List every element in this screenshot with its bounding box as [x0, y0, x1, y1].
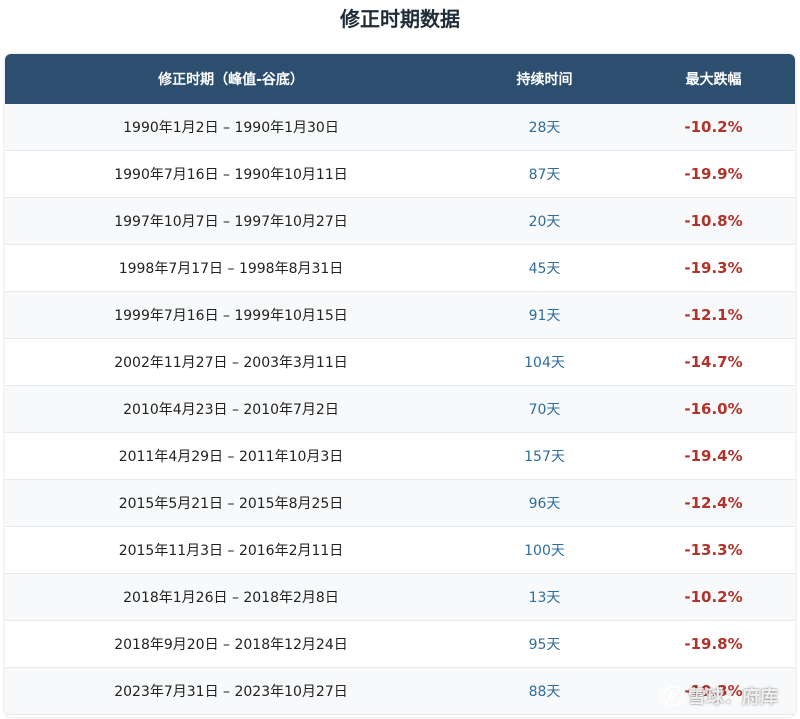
table-row: 2002年11月27日 – 2003年3月11日 104天 -14.7% — [5, 339, 795, 386]
cell-duration: 100天 — [524, 543, 565, 559]
cell-drawdown: -16.0% — [684, 400, 743, 418]
table-row: 1990年1月2日 – 1990年1月30日 28天 -10.2% — [5, 104, 795, 151]
cell-period: 2015年11月3日 – 2016年2月11日 — [118, 543, 344, 559]
cell-duration: 157天 — [524, 449, 565, 465]
cell-drawdown: -19.9% — [684, 165, 743, 183]
table-row: 1999年7月16日 – 1999年10月15日 91天 -12.1% — [5, 292, 795, 339]
cell-period: 2002年11月27日 – 2003年3月11日 — [114, 355, 348, 371]
cell-duration: 28天 — [528, 120, 561, 136]
table-row: 2015年5月21日 – 2015年8月25日 96天 -12.4% — [5, 480, 795, 527]
correction-table: 修正时期（峰值-谷底） 持续时间 最大跌幅 1990年1月2日 – 1990年1… — [5, 54, 795, 717]
cell-duration: 45天 — [528, 261, 561, 277]
cell-period: 2023年7月31日 – 2023年10月27日 — [114, 684, 348, 700]
header-period: 修正时期（峰值-谷底） — [158, 72, 304, 88]
cell-duration: 96天 — [528, 496, 561, 512]
watermark: 雪球：府库 — [662, 683, 778, 709]
cell-drawdown: -19.4% — [684, 447, 743, 465]
cell-duration: 87天 — [528, 167, 561, 183]
cell-period: 2018年9月20日 – 2018年12月24日 — [114, 637, 348, 653]
cell-period: 1990年1月2日 – 1990年1月30日 — [123, 120, 339, 136]
header-duration: 持续时间 — [516, 72, 573, 88]
table-row: 1998年7月17日 – 1998年8月31日 45天 -19.3% — [5, 245, 795, 292]
cell-period: 2011年4月29日 – 2011年10月3日 — [118, 449, 344, 465]
cell-drawdown: -19.3% — [684, 259, 743, 277]
cell-drawdown: -10.2% — [684, 588, 743, 606]
cell-duration: 20天 — [528, 214, 561, 230]
cell-duration: 13天 — [528, 590, 561, 606]
table-row: 2023年7月31日 – 2023年10月27日 88天 -10.3% — [5, 668, 795, 715]
cell-period: 1998年7月17日 – 1998年8月31日 — [118, 261, 344, 277]
cell-drawdown: -19.8% — [684, 635, 743, 653]
cell-duration: 104天 — [524, 355, 565, 371]
table-row: 2010年4月23日 – 2010年7月2日 70天 -16.0% — [5, 386, 795, 433]
table-row: 2018年1月26日 – 2018年2月8日 13天 -10.2% — [5, 574, 795, 621]
table-row: 1997年10月7日 – 1997年10月27日 20天 -10.8% — [5, 198, 795, 245]
header-drawdown: 最大跌幅 — [685, 72, 742, 88]
table-header: 修正时期（峰值-谷底） 持续时间 最大跌幅 — [5, 54, 795, 104]
cell-drawdown: -13.3% — [684, 541, 743, 559]
xueqiu-logo-icon — [662, 685, 684, 707]
table-row: 2015年11月3日 – 2016年2月11日 100天 -13.3% — [5, 527, 795, 574]
cell-period: 1990年7月16日 – 1990年10月11日 — [114, 167, 348, 183]
cell-drawdown: -10.8% — [684, 212, 743, 230]
page-title: 修正时期数据 — [340, 7, 460, 31]
cell-period: 2010年4月23日 – 2010年7月2日 — [123, 402, 339, 418]
cell-drawdown: -12.1% — [684, 306, 743, 324]
cell-drawdown: -12.4% — [684, 494, 743, 512]
cell-drawdown: -10.3% — [684, 682, 743, 700]
cell-duration: 91天 — [528, 308, 561, 324]
table-row: 2011年4月29日 – 2011年10月3日 157天 -19.4% — [5, 433, 795, 480]
table-row: 2018年9月20日 – 2018年12月24日 95天 -19.8% — [5, 621, 795, 668]
table-body: 1990年1月2日 – 1990年1月30日 28天 -10.2% 1990年7月16… — [5, 104, 795, 715]
cell-duration: 88天 — [528, 684, 561, 700]
cell-drawdown: -14.7% — [684, 353, 743, 371]
cell-period: 1999年7月16日 – 1999年10月15日 — [114, 308, 348, 324]
cell-period: 2015年5月21日 – 2015年8月25日 — [118, 496, 344, 512]
table-row: 1990年7月16日 – 1990年10月11日 87天 -19.9% — [5, 151, 795, 198]
cell-period: 1997年10月7日 – 1997年10月27日 — [114, 214, 348, 230]
cell-duration: 70天 — [528, 402, 561, 418]
watermark-text: 雪球：府库 — [688, 687, 778, 708]
cell-duration: 95天 — [528, 637, 561, 653]
cell-drawdown: -10.2% — [684, 118, 743, 136]
cell-period: 2018年1月26日 – 2018年2月8日 — [123, 590, 339, 606]
